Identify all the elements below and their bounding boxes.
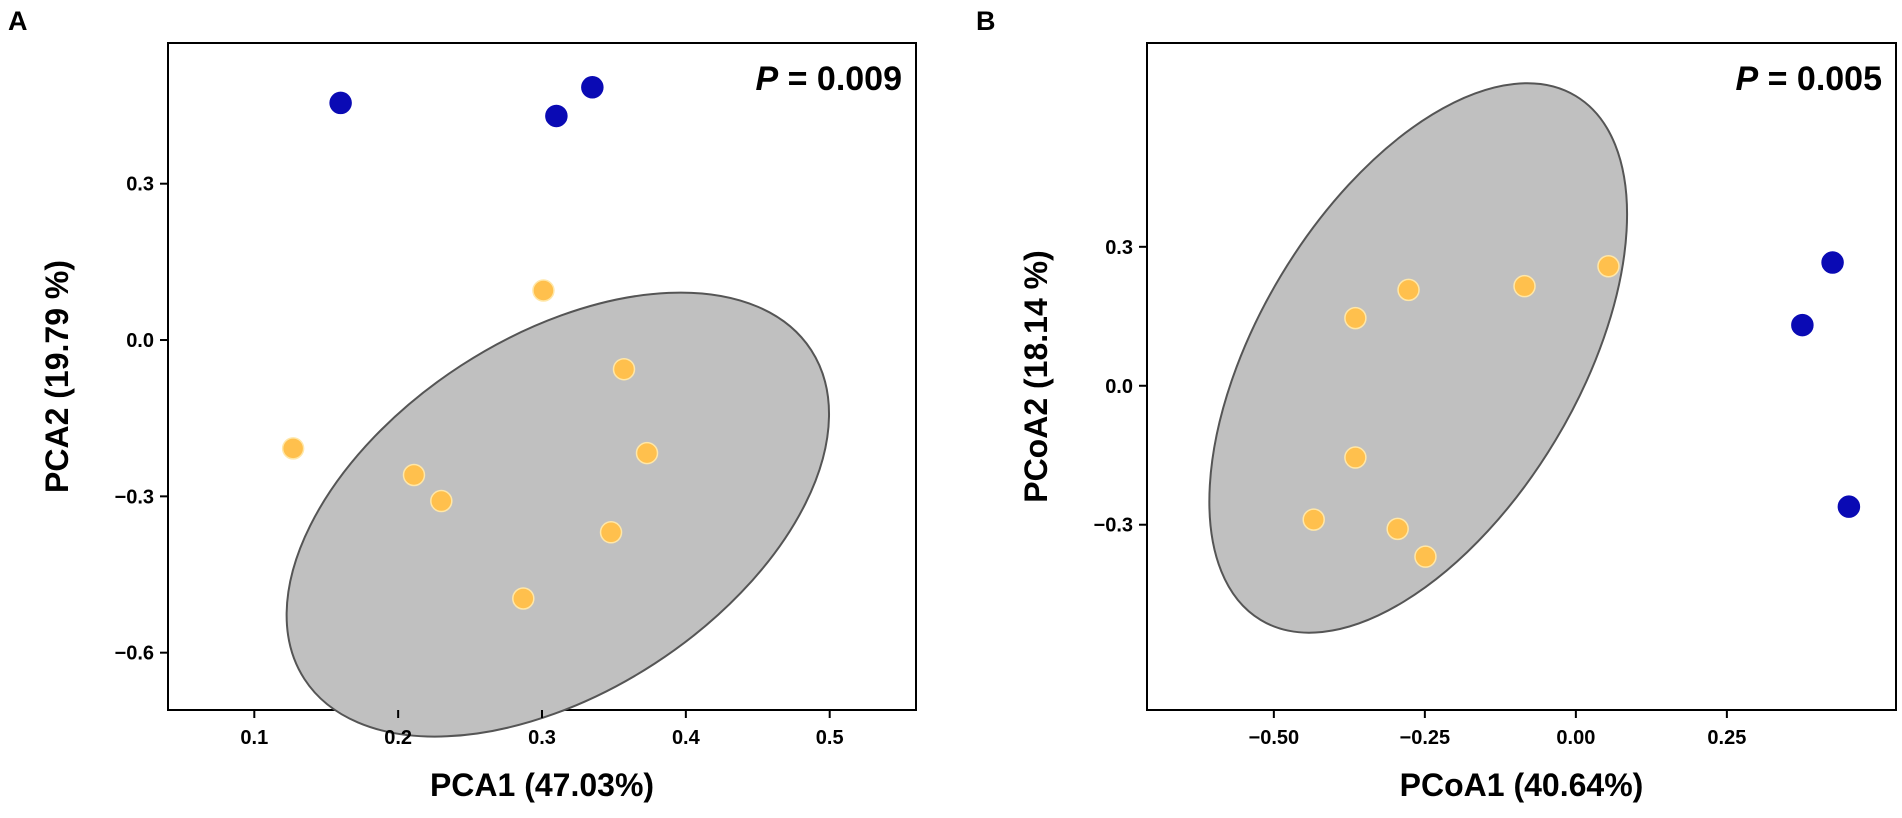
x-axis-title: PCoA1 (40.64%) xyxy=(1400,767,1644,803)
x-tick-label: −0.50 xyxy=(1249,727,1300,749)
p-value-text: = 0.005 xyxy=(1758,60,1882,98)
data-point-group-blue xyxy=(545,104,568,128)
data-point-group-yellow xyxy=(635,441,659,465)
x-tick-label: 0.3 xyxy=(528,727,556,749)
data-point-group-yellow xyxy=(532,279,555,302)
y-axis-title: PCA2 (19.79 %) xyxy=(39,260,75,493)
data-point-group-yellow xyxy=(1344,446,1367,469)
data-point-group-yellow xyxy=(1386,517,1409,541)
y-tick-label: −0.3 xyxy=(1094,515,1133,537)
data-point-group-yellow xyxy=(1597,255,1620,278)
confidence-ellipse xyxy=(1208,82,1629,634)
x-tick-label: 0.5 xyxy=(816,727,844,749)
data-point-group-yellow xyxy=(599,521,623,544)
data-point-group-yellow xyxy=(281,437,305,460)
y-tick-label: 0.0 xyxy=(126,330,154,352)
data-point-group-yellow xyxy=(1302,508,1325,531)
panel-letter: A xyxy=(8,6,28,36)
data-point-group-blue xyxy=(1821,251,1844,274)
p-value-annotation: P = 0.005 xyxy=(1735,60,1882,98)
data-point-group-yellow xyxy=(612,357,636,381)
data-point-group-blue xyxy=(581,76,604,99)
y-tick-label: 0.3 xyxy=(1105,237,1133,259)
data-point-group-yellow xyxy=(512,587,535,610)
y-tick-label: 0.0 xyxy=(1105,376,1133,398)
panel-letter: B xyxy=(976,6,996,36)
x-axis-title: PCA1 (47.03%) xyxy=(430,767,654,803)
y-tick-label: −0.3 xyxy=(115,486,154,508)
data-point-group-blue xyxy=(1791,313,1814,337)
data-point-group-yellow xyxy=(1344,306,1367,330)
p-value-annotation: P = 0.009 xyxy=(755,60,902,98)
x-tick-label: 0.25 xyxy=(1707,727,1746,749)
data-point-group-blue xyxy=(329,91,352,115)
y-axis-title: PCoA2 (18.14 %) xyxy=(1018,250,1054,503)
y-tick-label: 0.3 xyxy=(126,174,154,196)
p-value-symbol: P xyxy=(1735,60,1758,98)
data-point-group-yellow xyxy=(1397,278,1420,302)
data-point-group-yellow xyxy=(402,463,426,487)
data-point-group-blue xyxy=(1837,495,1861,518)
data-point-group-yellow xyxy=(1513,274,1536,298)
p-value-symbol: P xyxy=(755,60,778,98)
x-tick-label: 0.4 xyxy=(672,727,701,749)
data-point-group-yellow xyxy=(430,489,453,513)
p-value-text: = 0.009 xyxy=(778,60,902,98)
panel-b: B −0.50 −0.25 0.00 0.25 0.3 0.0 −0.3 PCoA1 (40.6… xyxy=(976,6,1897,803)
x-tick-label: 0.00 xyxy=(1556,727,1595,749)
x-tick-label: 0.1 xyxy=(240,727,268,749)
y-tick-label: −0.6 xyxy=(115,643,154,665)
panel-a: A 0.1 0.2 0.3 0.4 0.5 0.3 0.0 −0.3 −0.6 PCA1 (47.0… xyxy=(8,6,917,803)
confidence-ellipse xyxy=(285,291,831,738)
x-tick-label: −0.25 xyxy=(1400,727,1451,749)
x-tick-label: 0.2 xyxy=(384,727,412,749)
data-point-group-yellow xyxy=(1414,545,1437,568)
